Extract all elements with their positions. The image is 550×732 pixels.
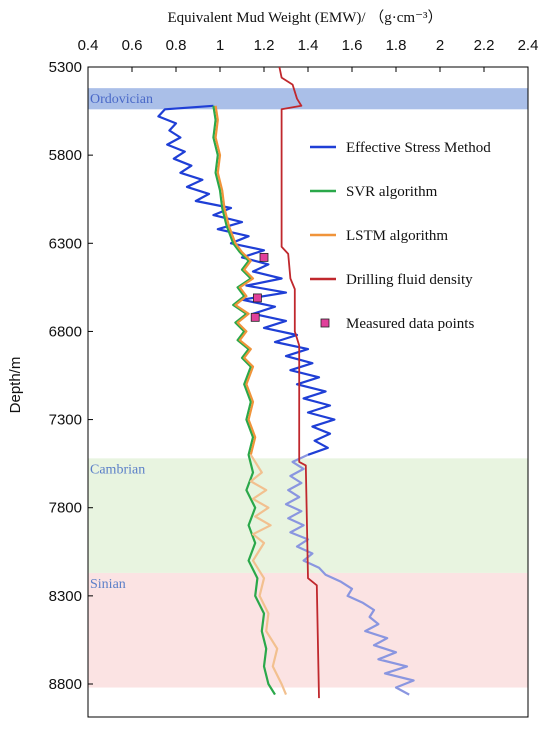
x-tick-label: 0.6	[122, 37, 143, 54]
legend-label-svr-algorithm: SVR algorithm	[346, 184, 438, 200]
legend-label-lstm-algorithm: LSTM algorithm	[346, 228, 448, 244]
y-tick-label: 8300	[49, 588, 82, 605]
y-tick-label: 8800	[49, 676, 82, 693]
band-ordovician	[88, 88, 528, 110]
legend: Effective Stress Method SVR algorithm LSTM…	[310, 140, 491, 332]
x-tick-label: 1	[216, 37, 224, 54]
x-tick-label: 1.6	[342, 37, 363, 54]
line-lstm-algorithm-lower	[249, 454, 288, 696]
line-effective-stress-method-lower	[284, 453, 415, 696]
x-tick-label: 2.4	[518, 37, 539, 54]
y-tick-label: 5800	[49, 147, 82, 164]
line-effective-stress-method-upper	[157, 104, 336, 456]
band-label-sinian: Sinian	[90, 577, 126, 592]
x-tick-label: 1.4	[298, 37, 319, 54]
series-layer	[157, 66, 415, 699]
legend-swatch-measured-data-points	[320, 318, 330, 328]
band-sinian	[88, 572, 528, 688]
point-measured-data-points	[259, 252, 269, 262]
legend-label-effective-stress-method: Effective Stress Method	[346, 140, 491, 156]
line-lstm-algorithm-upper	[214, 105, 257, 456]
x-tick-label: 1.2	[254, 37, 275, 54]
x-tick-label: 1.8	[386, 37, 407, 54]
y-tick-label: 7800	[49, 500, 82, 517]
point-measured-data-points	[252, 293, 262, 303]
y-tick-label: 6300	[49, 235, 82, 252]
y-tick-label: 7300	[49, 412, 82, 429]
y-tick-label: 5300	[49, 59, 82, 76]
x-tick-label: 2.2	[474, 37, 495, 54]
line-svr-algorithm	[212, 105, 276, 696]
point-measured-data-points	[250, 312, 260, 322]
y-axis: 5300 5800 6300 6800 7300 7800 8300 8800	[49, 59, 93, 693]
band-label-ordovician: Ordovician	[90, 92, 153, 107]
band-label-cambrian: Cambrian	[90, 462, 145, 477]
chart-title: Equivalent Mud Weight (EMW)/ （g·cm⁻³）	[167, 9, 442, 26]
legend-label-measured-data-points: Measured data points	[346, 316, 474, 332]
x-tick-label: 0.8	[166, 37, 187, 54]
y-tick-label: 6800	[49, 323, 82, 340]
x-tick-label: 0.4	[78, 37, 99, 54]
x-tick-label: 2	[436, 37, 444, 54]
x-axis: 0.4 0.6 0.8 1 1.2 1.4 1.6 1.8 2 2.2 2.4	[78, 37, 539, 72]
legend-label-drilling-fluid-density: Drilling fluid density	[346, 272, 473, 288]
y-axis-label: Depth/m	[7, 357, 24, 414]
line-drilling-fluid-density	[278, 66, 320, 699]
